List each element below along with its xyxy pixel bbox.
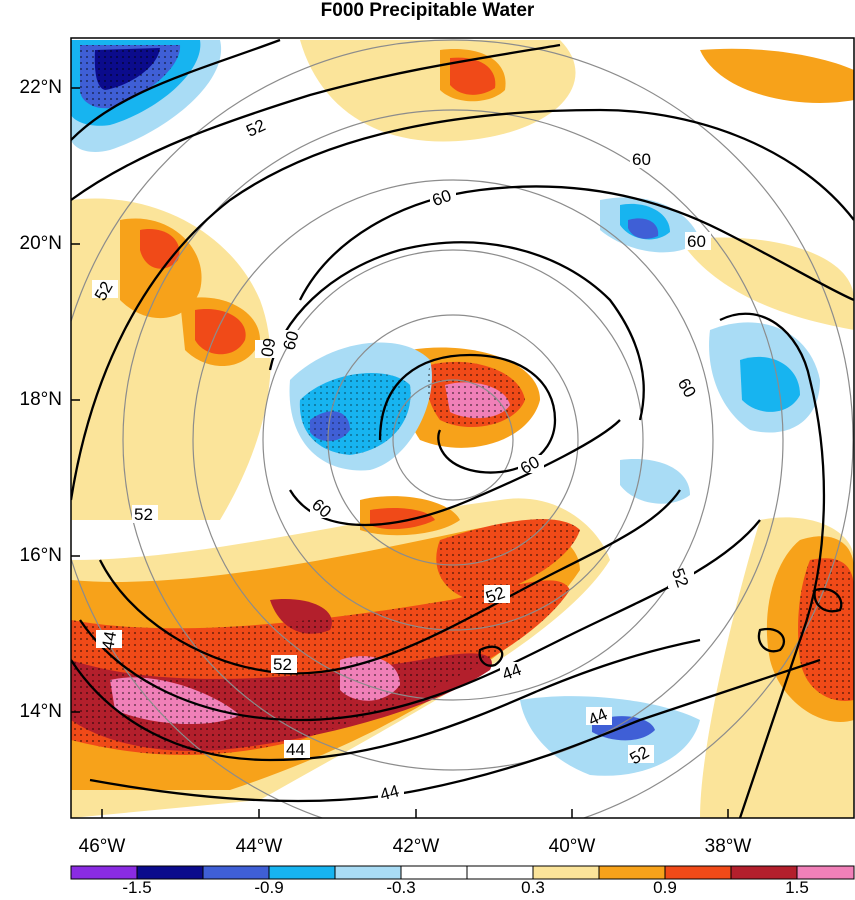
contour-label: 60 (257, 336, 279, 358)
lon-tick-label: 38°W (704, 836, 752, 857)
contour-label: 44 (378, 781, 401, 804)
pw-contours (71, 38, 854, 818)
contour-label: 52 (273, 655, 292, 674)
positive-anomaly-region (450, 57, 496, 95)
map-title: F000 Precipitable Water (320, 0, 535, 21)
positive-anomaly-region (195, 309, 246, 355)
contour-label: 52 (134, 505, 153, 524)
range-rings (71, 39, 854, 818)
colorbar-label: 1.5 (785, 878, 809, 897)
shaded-field: 52 52 52 52 52 52 52 60 60 60 60 60 60 (71, 38, 854, 818)
lat-tick-label: 22°N (19, 77, 62, 98)
contour-label: 44 (286, 740, 305, 759)
lat-tick-label: 16°N (19, 545, 62, 566)
colorbar-label: -1.5 (122, 878, 152, 897)
colorbar-label: -0.3 (386, 878, 416, 897)
colorbar (70, 865, 855, 880)
lat-tick-label: 20°N (19, 233, 62, 254)
plot-frame (70, 37, 855, 819)
contour-label: 60 (279, 329, 302, 352)
negative-anomaly-region (620, 459, 690, 504)
contour-label: 44 (98, 630, 120, 652)
colorbar-label: 0.3 (521, 878, 545, 897)
lat-tick-label: 18°N (19, 389, 62, 410)
lon-tick-label: 44°W (235, 836, 283, 857)
lon-tick-label: 46°W (78, 836, 126, 857)
lon-tick-label: 40°W (548, 836, 596, 857)
positive-anomaly-region (700, 48, 854, 103)
colorbar-label: -0.9 (254, 878, 284, 897)
negative-anomaly-region (740, 356, 800, 412)
negative-anomaly-region (628, 218, 659, 239)
axis-ticks (71, 87, 729, 818)
contour-label: 60 (687, 232, 706, 251)
lon-tick-label: 42°W (392, 836, 440, 857)
colorbar-label: 0.9 (653, 878, 677, 897)
positive-anomaly-region (300, 40, 576, 142)
lat-tick-label: 14°N (19, 701, 62, 722)
contour-label: 60 (632, 150, 651, 169)
